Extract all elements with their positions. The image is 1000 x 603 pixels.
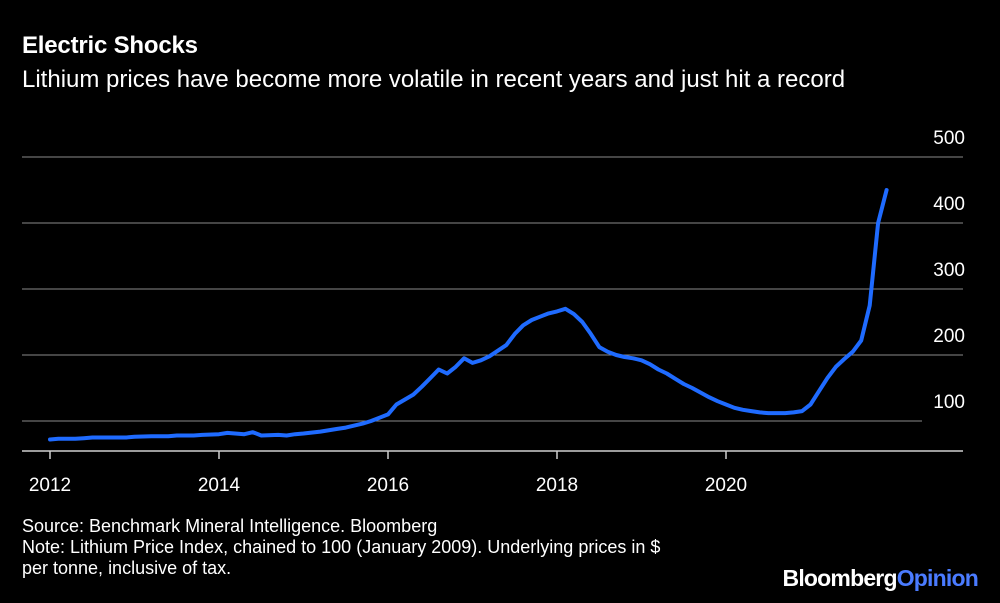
y-tick-label-300: 300 (933, 260, 965, 281)
x-tick-label-2018: 2018 (536, 475, 578, 496)
y-axis-tick-labels: 100 200 300 400 500 (933, 128, 965, 413)
series-line-lithium-price-index (48, 188, 889, 442)
chart-title: Electric Shocks (22, 32, 198, 59)
y-tick-label-100: 100 (933, 392, 965, 413)
chart-footer: Source: Benchmark Mineral Intelligence. … (22, 516, 762, 579)
x-tick-label-2016: 2016 (367, 475, 409, 496)
x-tick-label-2020: 2020 (705, 475, 747, 496)
source-note: Source: Benchmark Mineral Intelligence. … (22, 516, 438, 536)
x-tick-label-2012: 2012 (29, 475, 71, 496)
y-tick-label-400: 400 (933, 194, 965, 215)
data-series (48, 188, 889, 442)
logo-brand: Bloomberg (782, 565, 898, 591)
y-tick-label-200: 200 (933, 326, 965, 347)
methodology-note-line-1: Note: Lithium Price Index, chained to 10… (22, 537, 661, 557)
methodology-note-line-2: per tonne, inclusive of tax. (22, 558, 232, 578)
x-axis-ticks: 2012 2014 2016 2018 2020 (29, 451, 747, 496)
x-tick-label-2014: 2014 (198, 475, 241, 496)
gridlines (22, 156, 963, 452)
bloomberg-opinion-logo: BloombergOpinion (782, 565, 979, 592)
chart-subtitle: Lithium prices have become more volatile… (22, 66, 846, 93)
logo-section: Opinion (896, 565, 979, 591)
y-tick-label-500: 500 (933, 128, 965, 149)
